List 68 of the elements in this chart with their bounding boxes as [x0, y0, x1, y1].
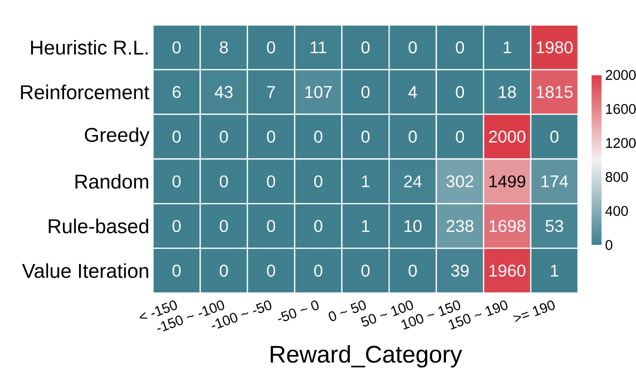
- data-label: 1: [550, 264, 558, 277]
- data-label: 43: [214, 86, 233, 98]
- data-label: 11: [310, 41, 326, 54]
- data-label: 0: [314, 175, 322, 188]
- color-bar-label: 2000: [606, 70, 636, 80]
- data-label: 1: [362, 175, 370, 188]
- data-label: 0: [361, 86, 370, 98]
- data-label: 0: [456, 86, 464, 98]
- color-bar-label: 800: [606, 172, 628, 182]
- data-label: 107: [305, 86, 332, 98]
- data-label: 1980: [536, 41, 573, 54]
- data-label: 0: [314, 220, 322, 232]
- data-label: 1499: [490, 175, 526, 188]
- data-label: 4: [408, 86, 417, 98]
- data-label: 174: [542, 175, 568, 188]
- color-bar-label: 0: [606, 240, 612, 250]
- data-label: 53: [546, 220, 564, 232]
- data-label: 0: [266, 175, 276, 188]
- data-label: 0: [550, 130, 558, 143]
- data-label: 0: [408, 130, 417, 143]
- data-label: 7: [267, 86, 275, 98]
- data-label: 0: [220, 264, 228, 277]
- y-tick-label: Random: [76, 174, 148, 189]
- data-label: 0: [266, 130, 276, 143]
- data-label: 18: [499, 86, 516, 98]
- y-tick-label: Value Iteration: [22, 263, 148, 278]
- data-label: 0: [266, 41, 276, 54]
- data-label: 2000: [489, 130, 526, 143]
- color-bar-label: 1200: [606, 138, 636, 148]
- x-tick-label: -50 ~ 0: [278, 300, 319, 322]
- data-label: 0: [456, 130, 464, 143]
- data-label: 0: [361, 130, 370, 143]
- data-label: 0: [172, 130, 181, 143]
- x-axis-title: Reward_Category: [270, 345, 462, 368]
- data-label: 0: [220, 130, 228, 143]
- y-tick-label: Rule-based: [48, 218, 148, 234]
- x-tick-label: >= 190: [513, 300, 555, 322]
- data-label: 1960: [490, 264, 526, 277]
- data-label: 0: [408, 264, 417, 277]
- y-tick-label: Greedy: [84, 127, 150, 146]
- data-label: 302: [446, 175, 474, 188]
- data-label: 0: [456, 41, 464, 54]
- data-label: 1698: [490, 220, 526, 232]
- data-label: 1: [362, 220, 370, 232]
- color-bar-label: 1600: [606, 104, 636, 114]
- data-label: 24: [404, 175, 422, 188]
- data-label: 0: [314, 130, 322, 143]
- data-label: 0: [314, 264, 322, 277]
- color-bar-label: 400: [605, 206, 628, 216]
- data-label: 0: [408, 41, 417, 54]
- data-label: 0: [172, 264, 181, 277]
- data-label: 238: [446, 220, 474, 232]
- y-tick-label: Reinforcement: [21, 84, 150, 100]
- data-label: 0: [361, 41, 370, 54]
- y-tick-label: Heuristic R.L.: [31, 40, 148, 55]
- data-label: 1: [504, 41, 512, 54]
- data-label: 0: [361, 264, 370, 277]
- data-label: 0: [172, 220, 181, 232]
- data-label: 6: [172, 86, 181, 98]
- data-label: 10: [404, 220, 422, 232]
- data-label: 8: [220, 41, 228, 54]
- data-label: 0: [220, 175, 228, 188]
- data-label: 0: [220, 220, 228, 232]
- data-label: 39: [451, 264, 469, 277]
- data-label: 0: [172, 41, 181, 54]
- data-label: 0: [266, 220, 276, 232]
- data-label: 1815: [536, 86, 573, 98]
- data-label: 0: [266, 264, 276, 277]
